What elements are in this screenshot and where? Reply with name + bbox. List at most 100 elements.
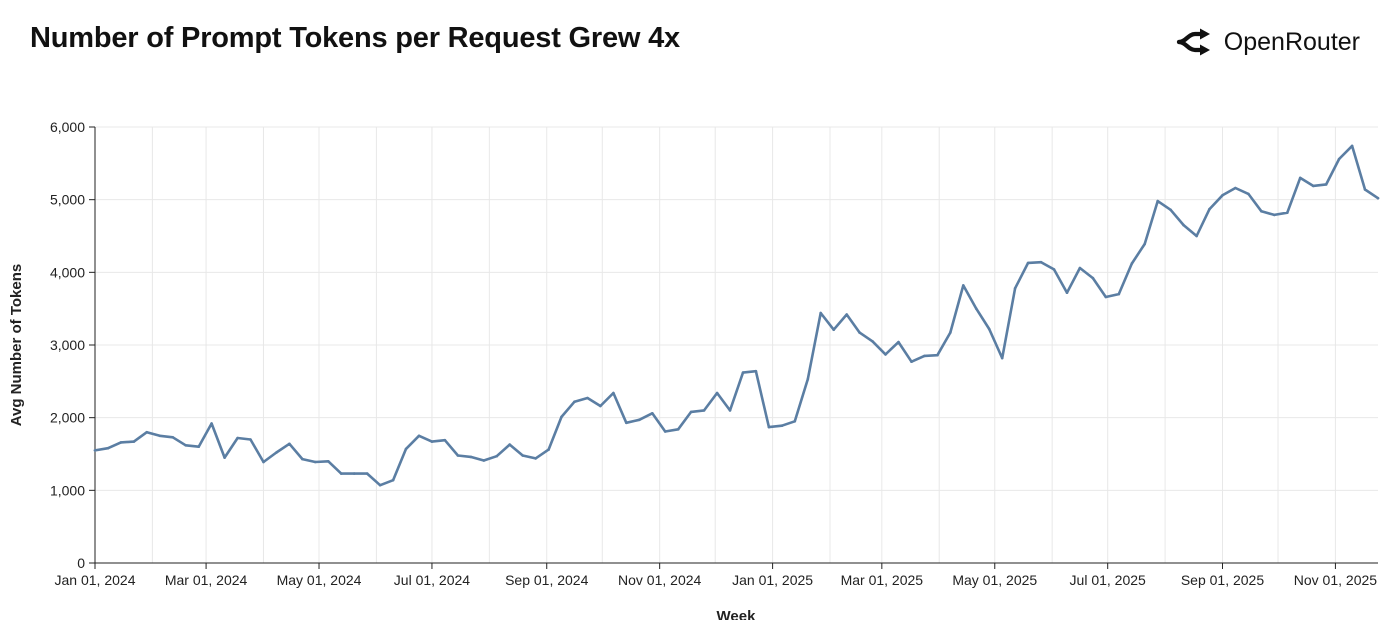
x-tick-label: Nov 01, 2024 — [618, 572, 701, 588]
data-point — [676, 428, 680, 431]
data-point — [949, 331, 952, 334]
y-tick-label: 6,000 — [50, 119, 85, 135]
data-point — [845, 313, 848, 316]
y-tick-label: 1,000 — [50, 482, 85, 498]
data-point — [819, 311, 822, 315]
x-tick-label: Jul 01, 2024 — [394, 572, 470, 588]
data-point — [936, 353, 939, 357]
data-point — [417, 434, 421, 438]
data-point — [1273, 213, 1276, 217]
data-point — [352, 472, 356, 475]
data-point — [443, 438, 447, 442]
data-point — [482, 459, 486, 462]
data-point — [586, 396, 589, 400]
data-point — [314, 460, 317, 464]
data-point — [871, 340, 874, 343]
data-point — [1337, 157, 1341, 161]
data-point — [923, 354, 926, 358]
data-point — [715, 391, 719, 395]
x-tick-label: Jan 01, 2025 — [732, 572, 813, 588]
series-layer — [93, 144, 1380, 487]
data-point — [197, 445, 200, 449]
x-axis-title: Week — [717, 608, 757, 620]
series-line — [93, 144, 1380, 487]
y-tick-label: 3,000 — [50, 337, 85, 353]
y-tick-labels: 0 1,000 2,000 3,000 4,000 5,000 6,000 — [50, 119, 95, 571]
data-point — [339, 472, 343, 475]
data-point — [1324, 183, 1328, 186]
data-point — [171, 436, 175, 439]
data-point — [663, 430, 667, 433]
data-point — [1104, 295, 1108, 299]
y-gridlines — [95, 126, 1378, 564]
data-point — [106, 446, 110, 450]
data-point — [1169, 208, 1172, 212]
data-point — [327, 460, 330, 463]
data-point — [573, 400, 576, 404]
data-point — [1130, 262, 1134, 265]
data-point — [638, 418, 641, 422]
data-point — [210, 422, 213, 425]
data-point — [301, 457, 304, 461]
data-point — [560, 415, 563, 419]
data-point — [1260, 210, 1263, 213]
data-point — [1234, 186, 1237, 190]
data-point — [806, 377, 810, 381]
data-point — [1000, 356, 1004, 360]
y-tick-label: 2,000 — [50, 410, 85, 426]
data-point — [1117, 292, 1121, 296]
data-point — [884, 353, 887, 356]
data-point — [1298, 176, 1302, 180]
x-tick-label: Sep 01, 2025 — [1181, 572, 1265, 588]
data-point — [754, 369, 758, 373]
data-point — [910, 360, 913, 364]
page-title: Number of Prompt Tokens per Request Grew… — [30, 22, 680, 54]
data-point — [508, 443, 512, 446]
x-tick-label: Nov 01, 2025 — [1294, 572, 1377, 588]
data-point — [1013, 287, 1017, 290]
data-point — [262, 460, 265, 464]
data-point — [728, 409, 732, 412]
data-point — [767, 425, 771, 429]
data-point — [378, 483, 382, 487]
x-tick-label: May 01, 2025 — [952, 572, 1037, 588]
data-point — [456, 454, 460, 457]
data-point — [1143, 242, 1146, 246]
brand-name: OpenRouter — [1223, 27, 1360, 56]
data-point — [1182, 223, 1185, 227]
data-point — [1078, 266, 1082, 270]
data-point — [832, 328, 835, 332]
data-point — [469, 455, 473, 459]
data-point — [1026, 261, 1030, 265]
data-point — [897, 340, 900, 344]
data-point — [1376, 196, 1380, 200]
data-point — [858, 331, 861, 334]
data-point — [521, 454, 524, 457]
data-point — [1311, 184, 1315, 188]
data-point — [1363, 188, 1367, 191]
data-point — [1039, 260, 1043, 264]
x-tick-label: Mar 01, 2024 — [165, 572, 248, 588]
data-point — [547, 448, 550, 451]
y-axis-title: Avg Number of Tokens — [8, 264, 25, 427]
data-point — [404, 447, 408, 451]
openrouter-logo-icon — [1176, 28, 1210, 56]
data-point — [1065, 291, 1069, 295]
x-tick-labels: Jan 01, 2024 Mar 01, 2024 May 01, 2024 Jul … — [55, 563, 1377, 588]
x-tick-label: Jul 01, 2025 — [1070, 572, 1146, 588]
data-point — [1156, 199, 1159, 203]
data-point — [780, 424, 784, 428]
data-point — [651, 412, 654, 415]
data-point — [391, 478, 395, 482]
data-point — [625, 421, 628, 425]
x-tick-label: Jan 01, 2024 — [55, 572, 136, 588]
data-point — [1052, 268, 1056, 271]
data-point — [288, 442, 291, 446]
data-point — [1221, 194, 1224, 197]
y-tick-label: 0 — [77, 555, 85, 571]
data-point — [184, 444, 187, 447]
data-point — [1091, 276, 1095, 280]
data-point — [975, 307, 978, 311]
data-point — [145, 430, 149, 434]
